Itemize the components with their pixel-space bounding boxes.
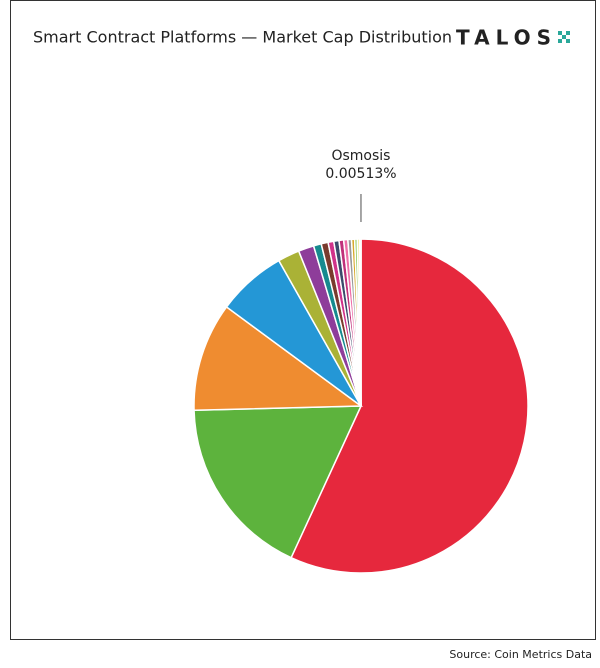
annotation-value: 0.00513% — [325, 166, 396, 182]
frame — [10, 0, 596, 640]
logo-icon — [558, 31, 570, 43]
source: Source: Coin Metrics Data — [449, 648, 592, 661]
annotation-label: Osmosis — [331, 148, 390, 164]
chart-title: Smart Contract Platforms — Market Cap Di… — [33, 28, 452, 47]
pie-slice — [193, 405, 363, 559]
pie-slice — [193, 305, 364, 412]
logo: TALOS — [456, 26, 557, 50]
pie-slice — [290, 238, 529, 574]
